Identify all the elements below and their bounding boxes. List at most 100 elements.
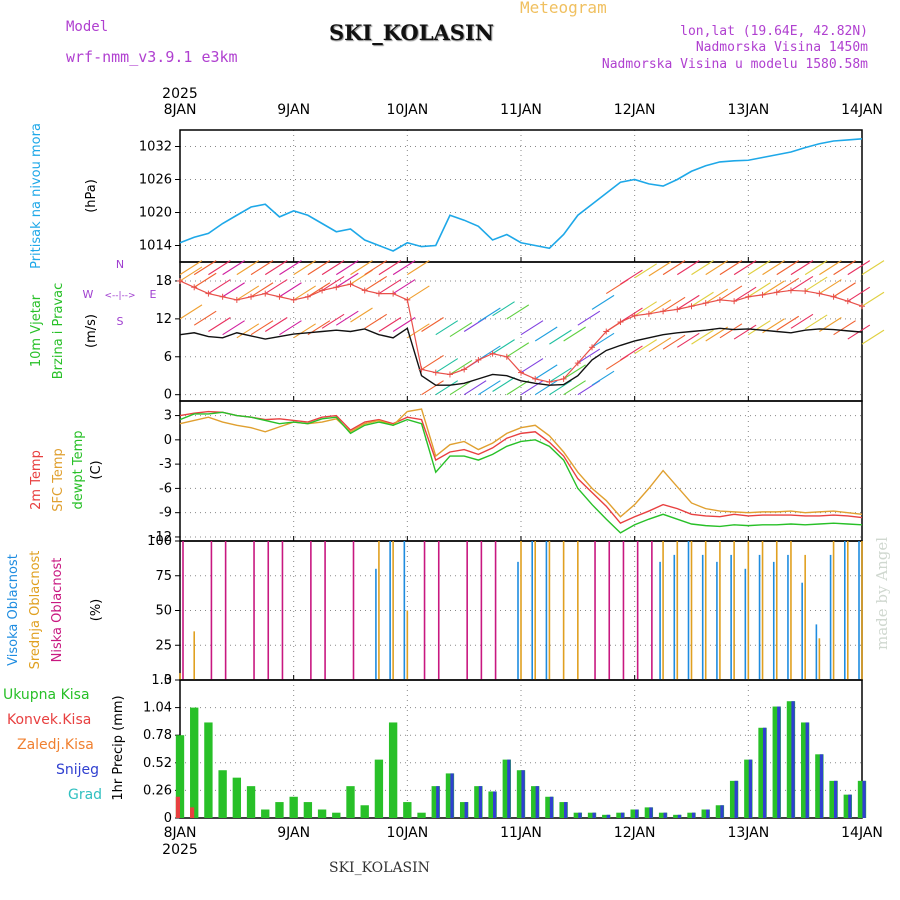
wind-barb [790,275,814,291]
temp-ylabel-dewpt: dewpt Temp [71,430,86,509]
wind-barb [208,279,231,295]
x-tick-label-bottom: 13JAN [727,825,769,841]
precip-snow-bar [862,780,866,818]
y-tick-label: 50 [155,604,172,619]
y-tick-label: 1026 [139,173,172,188]
precip-snow-bar [734,780,738,818]
wind-barb [733,260,757,276]
wind-barb [648,337,672,353]
precip-conv-bar [190,807,195,818]
wind-barb [748,260,771,276]
precip-legend-4: Grad [68,787,102,803]
wind-barb [378,260,402,276]
wind-barb [179,304,203,320]
wind-barb [193,272,217,288]
precip-total-bar [829,780,838,818]
wind-barb [819,279,842,295]
wind-barb [335,310,359,326]
wind-ylabel-1: 10m Vjetar [29,294,44,367]
precip-legend-0: Ukupna Kisa [3,687,90,703]
wind-barb [250,282,274,298]
wind-barb [804,314,828,330]
year-label-bottom: 2025 [162,842,198,858]
wind-barb [279,320,302,336]
pressure-unit-label: (hPa) [84,179,99,213]
wind-barb [293,260,316,276]
wind-barb [264,279,288,295]
precip-total-bar [758,727,767,818]
wind-barb [208,317,231,332]
wind-barb [435,320,459,336]
y-tick-label: 75 [155,569,172,584]
precip-total-bar [658,812,668,818]
y-tick-label: 0.26 [143,783,172,798]
precip-total-bar [190,707,199,818]
y-tick-label: 12 [155,312,172,327]
precip-total-bar [772,706,781,818]
compass-e: E [150,288,157,301]
precip-total-bar [744,759,753,818]
wind-barb [847,260,871,276]
wind-barb [648,261,672,277]
wind-barb [705,260,729,276]
wind-barb [563,326,586,342]
precip-legend-1: Konvek.Kisa [7,712,91,728]
precip-total-bar [175,735,185,818]
precip-total-bar [559,802,568,818]
x-tick-label-top: 9JAN [277,102,310,118]
precip-snow-bar [606,814,611,818]
wind-barb [691,291,714,307]
wind-barb [634,339,657,355]
lonlat-label: lon,lat (19.64E, 42.82N) [680,24,868,39]
y-tick-label: 1014 [139,239,172,254]
pressure-ylabel: Pritisak na nivou mora [29,123,44,269]
precip-snow-bar [549,796,554,818]
precip-snow-bar [791,701,795,818]
wind-barb [307,260,331,276]
wind-barb [520,358,544,374]
wind-barb [733,286,757,302]
precip-total-bar [289,796,298,818]
wind-barb [549,367,572,383]
wind-barb [435,380,459,396]
precip-total-bar [602,814,611,818]
y-tick-label: 0 [164,673,172,688]
x-tick-label-top: 11JAN [500,102,542,118]
wind-barb [236,285,260,301]
wind-barb [321,313,345,329]
precip-snow-bar [620,812,625,818]
wind-barb [193,260,217,276]
precip-total-bar [729,780,739,818]
wind-barb [577,348,601,364]
precip-total-bar [701,809,710,818]
precip-snow-bar [834,780,838,818]
cloud-ylabel-low: Niska Oblacnost [50,558,65,663]
wind-barb [719,285,743,301]
wind-barb [620,269,643,285]
temp-2m-line [179,410,863,525]
wind-barb [208,260,231,276]
x-tick-label-bottom: 14JAN [841,825,883,841]
wind-barb [790,313,814,329]
precip-total-bar [431,786,440,818]
wind-barb [591,332,615,348]
precip-total-bar [502,759,511,818]
precip-snow-bar [464,802,468,818]
model-version: wrf-nmm_v3.9.1 e3km [66,48,238,66]
wind-barb [293,323,316,339]
precip-total-bar [445,773,455,818]
precip-snow-bar [507,759,511,818]
wind-barb [861,329,885,345]
precip-snow-bar [748,759,753,818]
wind-barb [804,276,828,292]
wind-barb [776,277,800,293]
wind-barb [506,342,530,358]
panel-temperature: -12 -9 -6 -3 0 3 [151,400,863,545]
wind-barb [733,324,757,340]
wind-barb [236,323,260,339]
wind-barb [549,380,572,396]
precip-total-bar [459,802,469,818]
precip-total-bar [346,786,355,818]
wind-barb [392,279,416,295]
wind-barb [591,294,615,310]
